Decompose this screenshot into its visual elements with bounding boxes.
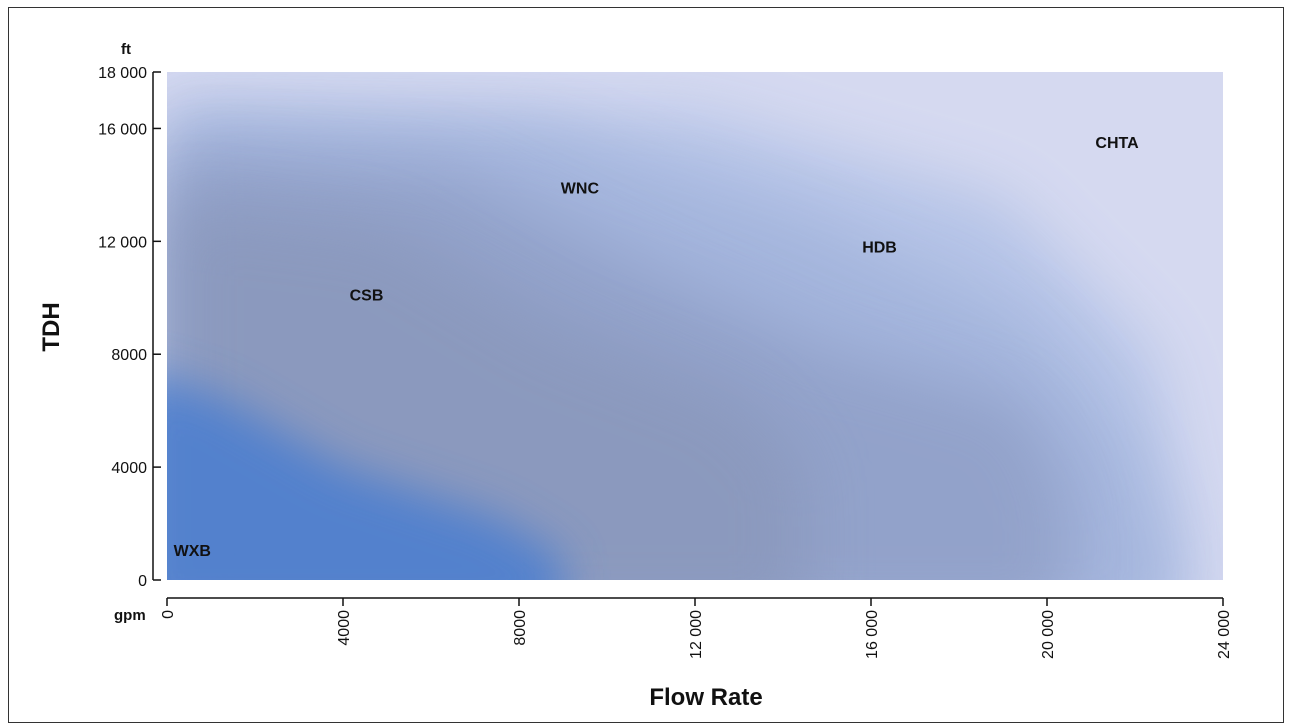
coverage-regions xyxy=(167,105,1188,580)
y-tick-label: 4000 xyxy=(111,460,147,477)
y-tick-label: 16 000 xyxy=(98,121,147,138)
region-label-wxb: WXB xyxy=(174,543,211,560)
region-label-chta: CHTA xyxy=(1095,135,1139,152)
x-tick-label: 24 000 xyxy=(1216,610,1233,659)
x-unit-label: gpm xyxy=(114,607,146,624)
x-axis: 0 4000 8000 12 000 16 000 20 000 24 000 xyxy=(160,597,1233,659)
x-tick-label: 20 000 xyxy=(1040,610,1057,659)
y-unit-label: ft xyxy=(121,41,131,58)
x-axis-title: Flow Rate xyxy=(649,684,762,711)
x-tick-label: 8000 xyxy=(512,610,529,646)
region-label-wnc: WNC xyxy=(561,180,600,197)
y-axis: 0 4000 8000 12 000 16 000 18 000 xyxy=(98,65,161,590)
y-tick-label: 18 000 xyxy=(98,65,147,82)
x-tick-label: 16 000 xyxy=(864,610,881,659)
wxb-region xyxy=(167,379,563,580)
y-tick-label: 12 000 xyxy=(98,234,147,251)
y-tick-label: 8000 xyxy=(111,347,147,364)
x-tick-label: 12 000 xyxy=(688,610,705,659)
x-tick-label: 4000 xyxy=(336,610,353,646)
region-label-csb: CSB xyxy=(350,288,384,305)
y-tick-label: 0 xyxy=(138,573,147,590)
region-label-hdb: HDB xyxy=(862,240,897,257)
y-axis-title: TDH xyxy=(38,302,65,351)
x-tick-label: 0 xyxy=(160,610,177,619)
region-labels: CHTA HDB WNC CSB WXB xyxy=(174,135,1139,560)
